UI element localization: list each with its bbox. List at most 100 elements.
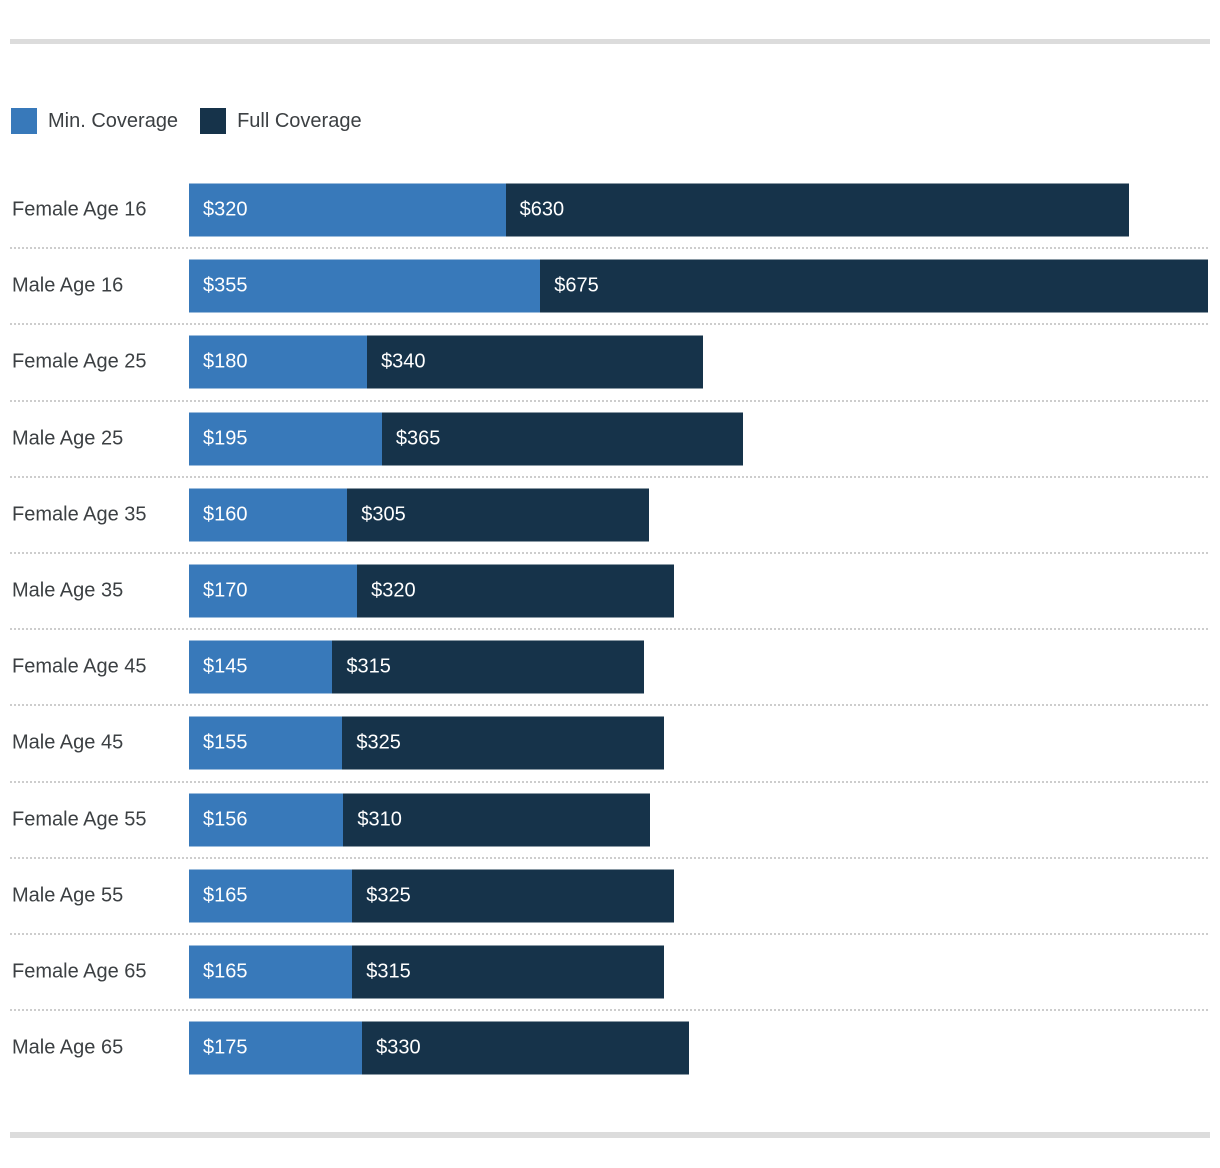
row-separator: [10, 475, 1210, 478]
bar-track: $165 $315: [189, 945, 1208, 999]
bar-full-coverage[interactable]: $315: [332, 640, 645, 694]
bar-min-coverage[interactable]: $145: [189, 640, 333, 694]
bar-value-label: $675: [554, 274, 599, 297]
legend-item-min-coverage[interactable]: Min. Coverage: [11, 108, 178, 134]
bar-track: $170 $320: [189, 564, 1208, 618]
bar-value-label: $310: [357, 808, 402, 831]
bar-full-coverage[interactable]: $365: [381, 412, 743, 466]
bar-full-coverage[interactable]: $325: [342, 716, 664, 770]
stacked-bar-chart: Female Age 16 $320 $630 Male Age 16 $355 $…: [0, 172, 1220, 1086]
row-male-age-55: Male Age 55 $165 $325: [0, 858, 1220, 935]
top-divider: [10, 39, 1210, 44]
bar-value-label: $156: [203, 808, 248, 831]
bar-track: $155 $325: [189, 716, 1208, 770]
row-separator: [10, 856, 1210, 859]
row-separator: [10, 628, 1210, 631]
row-separator: [10, 1009, 1210, 1012]
bar-value-label: $340: [381, 350, 426, 373]
row-male-age-45: Male Age 45 $155 $325: [0, 705, 1220, 783]
bar-min-coverage[interactable]: $355: [189, 259, 541, 313]
legend-label: Min. Coverage: [48, 110, 179, 132]
bar-full-coverage[interactable]: $320: [357, 564, 674, 618]
row-female-age-45: Female Age 45 $145 $315: [0, 629, 1220, 707]
row-separator: [10, 551, 1210, 554]
bar-track: $165 $325: [189, 869, 1208, 923]
bar-track: $156 $310: [189, 793, 1208, 847]
bar-min-coverage[interactable]: $165: [189, 945, 353, 999]
row-separator: [10, 780, 1210, 783]
bar-min-coverage[interactable]: $160: [189, 488, 348, 542]
bar-value-label: $320: [371, 579, 416, 602]
row-male-age-25: Male Age 25 $195 $365: [0, 401, 1220, 478]
bar-value-label: $180: [203, 350, 248, 373]
bar-track: $180 $340: [189, 335, 1208, 389]
bar-min-coverage[interactable]: $195: [189, 412, 382, 466]
row-male-age-16: Male Age 16 $355 $675: [0, 248, 1220, 326]
bar-value-label: $315: [346, 655, 391, 678]
bar-min-coverage[interactable]: $165: [189, 869, 353, 923]
bar-min-coverage[interactable]: $170: [189, 564, 358, 618]
bar-value-label: $630: [519, 198, 565, 221]
bar-min-coverage[interactable]: $155: [189, 716, 343, 770]
bar-full-coverage[interactable]: $325: [352, 869, 674, 923]
category-label: Female Age 16: [12, 198, 147, 221]
row-female-age-16: Female Age 16 $320 $630: [0, 172, 1220, 250]
row-separator: [10, 323, 1210, 326]
category-label: Female Age 65: [12, 960, 147, 983]
row-female-age-25: Female Age 25 $180 $340: [0, 324, 1220, 402]
bar-min-coverage[interactable]: $175: [189, 1021, 363, 1075]
category-label: Male Age 16: [12, 274, 124, 297]
bar-value-label: $325: [366, 884, 411, 907]
bar-full-coverage[interactable]: $310: [343, 793, 651, 847]
row-separator: [10, 399, 1210, 402]
bar-value-label: $195: [203, 427, 248, 450]
bar-track: $320 $630: [189, 183, 1208, 237]
category-label: Male Age 45: [12, 731, 124, 754]
bar-full-coverage[interactable]: $340: [367, 335, 704, 389]
category-label: Male Age 35: [12, 579, 124, 602]
bar-full-coverage[interactable]: $315: [352, 945, 664, 999]
bar-track: $195 $365: [189, 412, 1208, 466]
row-separator: [10, 704, 1210, 707]
bar-track: $355 $675: [189, 259, 1208, 313]
category-label: Female Age 55: [12, 808, 147, 831]
bar-track: $160 $305: [189, 488, 1208, 542]
category-label: Female Age 25: [12, 350, 147, 373]
bar-min-coverage[interactable]: $156: [189, 793, 344, 847]
bar-value-label: $305: [361, 503, 406, 526]
category-label: Male Age 25: [12, 427, 124, 450]
bar-track: $175 $330: [189, 1021, 1208, 1075]
bar-full-coverage[interactable]: $330: [362, 1021, 689, 1075]
bar-value-label: $155: [203, 731, 248, 754]
bar-full-coverage[interactable]: $305: [347, 488, 650, 542]
category-label: Male Age 55: [12, 884, 124, 907]
bar-value-label: $365: [395, 427, 441, 450]
bar-value-label: $170: [203, 579, 248, 602]
bar-value-label: $325: [356, 731, 401, 754]
bar-value-label: $175: [203, 1036, 248, 1059]
bar-value-label: $145: [203, 655, 248, 678]
legend-label: Full Coverage: [237, 110, 362, 132]
bar-full-coverage[interactable]: $630: [505, 183, 1129, 237]
bar-value-label: $330: [376, 1036, 421, 1059]
category-label: Female Age 45: [12, 655, 147, 678]
bar-min-coverage[interactable]: $180: [189, 335, 368, 389]
row-female-age-55: Female Age 55 $156 $310: [0, 782, 1220, 859]
bar-value-label: $165: [203, 960, 248, 983]
bar-full-coverage[interactable]: $675: [540, 259, 1208, 313]
bar-track: $145 $315: [189, 640, 1208, 694]
bar-min-coverage[interactable]: $320: [189, 183, 506, 237]
chart-legend: Min. Coverage Full Coverage: [11, 108, 362, 134]
bar-value-label: $320: [203, 198, 248, 221]
row-separator: [10, 247, 1210, 250]
category-label: Male Age 65: [12, 1036, 124, 1059]
bar-value-label: $355: [203, 274, 248, 297]
bottom-divider: [10, 1132, 1210, 1138]
legend-item-full-coverage[interactable]: Full Coverage: [200, 108, 362, 134]
row-male-age-65: Male Age 65 $175 $330: [0, 1010, 1220, 1086]
bar-value-label: $160: [203, 503, 248, 526]
row-separator: [10, 932, 1210, 935]
row-female-age-65: Female Age 65 $165 $315: [0, 934, 1220, 1012]
row-male-age-35: Male Age 35 $170 $320: [0, 553, 1220, 631]
category-label: Female Age 35: [12, 503, 147, 526]
